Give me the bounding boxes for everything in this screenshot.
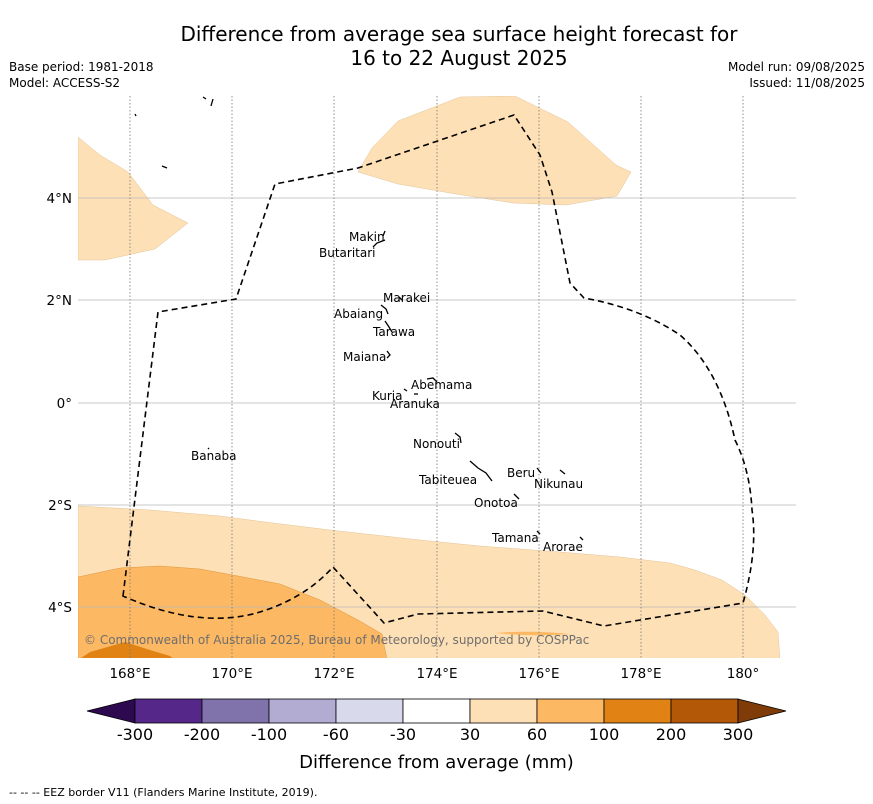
island-onotoa xyxy=(513,493,520,500)
island-abemama xyxy=(426,377,438,383)
island-northwest-4 xyxy=(161,165,168,169)
label-nonouti: Nonouti xyxy=(413,437,460,451)
island-tabiteuea xyxy=(469,460,493,482)
eez-border-note: -- -- -- EEZ border V11 (Flanders Marine… xyxy=(9,786,318,799)
colorbar-tick-label: -300 xyxy=(117,725,153,744)
colorbar-tick-label: 300 xyxy=(723,725,754,744)
x-tick-178e: 178°E xyxy=(620,666,661,682)
model-run: Model run: 09/08/2025 xyxy=(727,60,865,74)
island-tarawa xyxy=(384,320,393,333)
eez-border xyxy=(122,114,755,627)
island-shapes xyxy=(134,96,584,541)
island-banaba xyxy=(207,447,210,450)
label-onotoa: Onotoa xyxy=(474,496,518,510)
colorbar-bin-9 xyxy=(670,698,739,724)
label-tarawa: Tarawa xyxy=(372,325,415,339)
x-tick-180: 180° xyxy=(727,666,760,682)
x-tick-176e: 176°E xyxy=(518,666,559,682)
colorbar-bin-3 xyxy=(268,698,337,724)
label-nikunau: Nikunau xyxy=(534,477,583,491)
label-butaritari: Butaritari xyxy=(319,246,376,260)
island-tamana xyxy=(536,530,541,535)
y-tick-0: 0° xyxy=(57,396,72,412)
title-line-2: 16 to 22 August 2025 xyxy=(350,46,568,70)
colorbar: -300 -200 -100 -60 -30 30 60 100 200 300 xyxy=(86,698,787,744)
colorbar-bin-7 xyxy=(536,698,605,724)
label-maiana: Maiana xyxy=(343,350,386,364)
label-makin: Makin xyxy=(349,230,385,244)
island-northwest-3 xyxy=(134,113,137,117)
meta-right: Model run: 09/08/2025 Issued: 11/08/2025 xyxy=(728,59,865,91)
y-tick-4n: 4°N xyxy=(47,191,72,207)
colorbar-bin-8 xyxy=(603,698,672,724)
copyright-notice: © Commonwealth of Australia 2025, Bureau… xyxy=(84,633,589,647)
anomaly-30-60-north-region xyxy=(357,96,632,206)
label-arorae: Arorae xyxy=(543,540,583,554)
colorbar-bin-1 xyxy=(134,698,203,724)
meta-left: Base period: 1981-2018 Model: ACCESS-S2 xyxy=(9,59,154,91)
map-area: Makin Butaritari Marakei Abaiang Tarawa … xyxy=(78,96,796,658)
x-tick-172e: 172°E xyxy=(313,666,354,682)
colorbar-tick-label: 200 xyxy=(656,725,687,744)
colorbar-bin-2 xyxy=(201,698,270,724)
label-tabiteuea: Tabiteuea xyxy=(418,473,477,487)
island-makin xyxy=(382,230,386,237)
island-abaiang xyxy=(380,304,389,315)
island-labels: Makin Butaritari Marakei Abaiang Tarawa … xyxy=(191,230,583,554)
y-axis-tick-labels: 4°N 2°N 0° 2°S 4°S xyxy=(47,191,72,616)
colorbar-tick-label: -100 xyxy=(251,725,287,744)
colorbar-tick-label: 100 xyxy=(589,725,620,744)
island-nonouti xyxy=(454,432,462,444)
island-maiana xyxy=(386,350,391,359)
y-tick-2s: 2°S xyxy=(48,498,72,514)
island-butaritari xyxy=(372,239,386,248)
label-abaiang: Abaiang xyxy=(334,307,383,321)
colorbar-extend-low xyxy=(86,698,136,724)
colorbar-extend-high xyxy=(737,698,787,724)
colorbar-bin-6 xyxy=(469,698,538,724)
colorbar-bin-4 xyxy=(335,698,404,724)
colorbar-label: Difference from average (mm) xyxy=(299,752,574,773)
island-kuria xyxy=(403,388,408,392)
colorbar-tick-label: 30 xyxy=(460,725,480,744)
island-northwest-2 xyxy=(210,98,214,107)
longitude-gridlines xyxy=(129,96,744,658)
anomaly-60-100-small-patch xyxy=(495,631,570,636)
x-axis-tick-labels: 168°E 170°E 172°E 174°E 176°E 178°E 180° xyxy=(109,666,759,682)
label-abemama: Abemama xyxy=(411,378,472,392)
issued-date: Issued: 11/08/2025 xyxy=(749,76,865,90)
colorbar-bin-5 xyxy=(402,698,471,724)
anomaly-100-200-region xyxy=(81,642,173,658)
title-line-1: Difference from average sea surface heig… xyxy=(180,22,738,46)
map-title: Difference from average sea surface heig… xyxy=(0,22,873,70)
anomaly-30-60-west-region xyxy=(78,136,189,261)
model-name: Model: ACCESS-S2 xyxy=(9,76,121,90)
y-tick-4s: 4°S xyxy=(48,600,72,616)
colorbar-tick-label: 60 xyxy=(527,725,547,744)
label-banaba: Banaba xyxy=(191,449,237,463)
label-marakei: Marakei xyxy=(383,291,430,305)
label-tamana: Tamana xyxy=(491,531,539,545)
island-northwest-1 xyxy=(202,96,207,100)
base-period: Base period: 1981-2018 xyxy=(9,60,154,74)
x-tick-170e: 170°E xyxy=(211,666,252,682)
x-tick-168e: 168°E xyxy=(109,666,150,682)
label-aranuka: Aranuka xyxy=(390,397,440,411)
colorbar-tick-label: -60 xyxy=(323,725,349,744)
colorbar-tick-label: -30 xyxy=(390,725,416,744)
island-beru xyxy=(536,467,542,474)
island-nikunau xyxy=(559,469,566,475)
label-beru: Beru xyxy=(507,466,535,480)
y-tick-2n: 2°N xyxy=(47,293,72,309)
x-tick-174e: 174°E xyxy=(416,666,457,682)
label-kuria: Kuria xyxy=(372,389,403,403)
island-arorae xyxy=(579,536,584,541)
island-marakei xyxy=(398,296,403,301)
colorbar-tick-label: -200 xyxy=(184,725,220,744)
